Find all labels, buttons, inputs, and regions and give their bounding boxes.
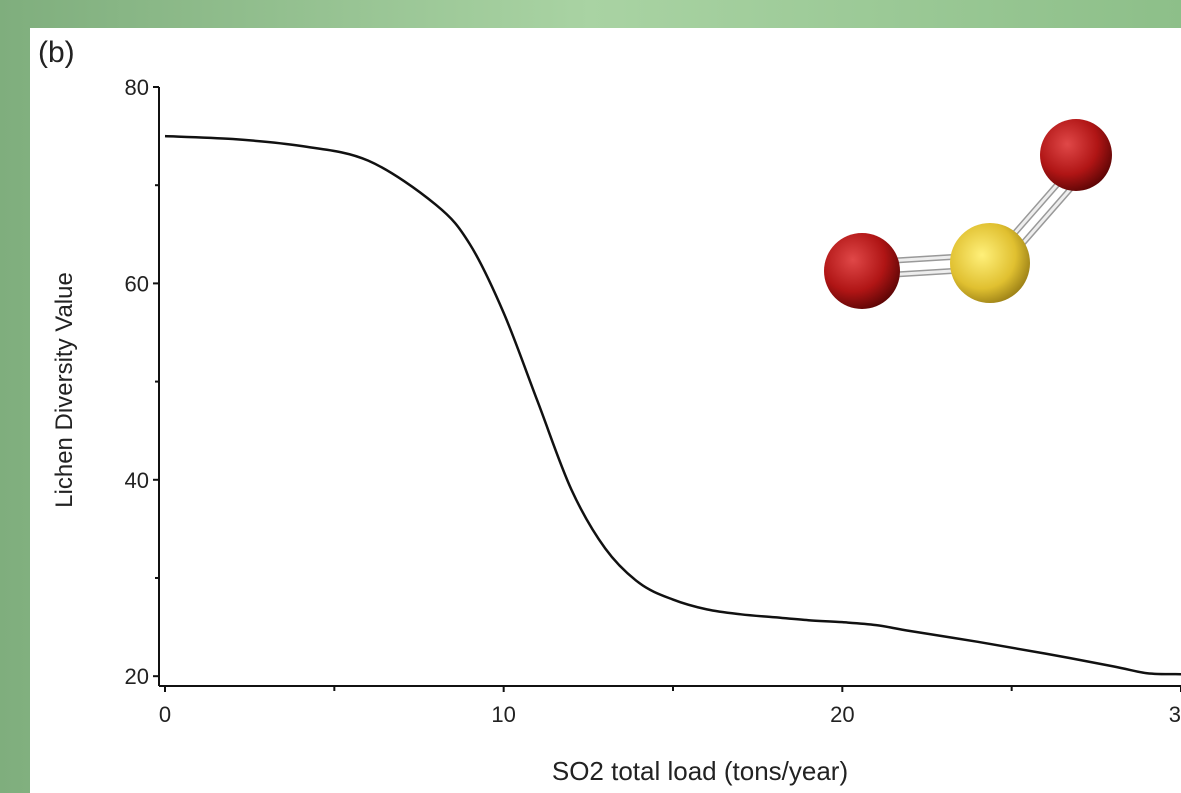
y-tick-label: 60 <box>125 271 149 296</box>
panel-label: (b) <box>38 36 75 69</box>
page: {"chart_data": {"type": "line", "panel_l… <box>0 0 1181 793</box>
x-tick-label: 20 <box>830 702 854 727</box>
x-tick-label: 10 <box>491 702 515 727</box>
y-tick-label: 80 <box>125 75 149 100</box>
y-axis-label: Lichen Diversity Value <box>51 272 78 508</box>
x-axis-label: SO2 total load (tons/year) <box>552 756 848 786</box>
x-tick-label: 0 <box>159 702 171 727</box>
y-tick-label: 20 <box>125 664 149 689</box>
y-tick-label: 40 <box>125 468 149 493</box>
panel <box>30 28 1181 793</box>
chart: (b) Lichen Diversity Value SO2 total loa… <box>0 0 1181 793</box>
x-tick-label: 30 <box>1169 702 1181 727</box>
